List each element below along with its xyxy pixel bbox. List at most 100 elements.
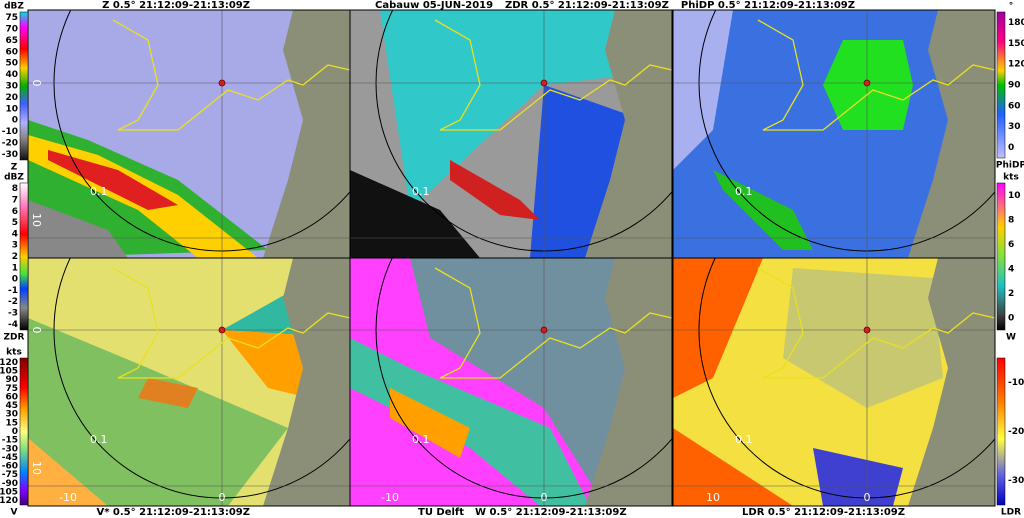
echo-region: [28, 200, 128, 258]
radar-site: [218, 79, 226, 87]
echo-region: [783, 268, 943, 408]
credit: TU Delft: [418, 507, 464, 518]
map-terrain: [585, 10, 672, 258]
echo-region: [410, 258, 672, 498]
colorbar-tick-label: 60: [5, 392, 18, 402]
colorbar-tick-label: 8: [12, 184, 18, 194]
echo-region: [380, 10, 672, 210]
colorbar-tick-label: 65: [5, 36, 18, 46]
echo-region: [673, 10, 733, 170]
colorbar-tick-label: -3: [8, 309, 18, 319]
colorbar-tick-label: 180: [1008, 18, 1024, 28]
colorbar-tick-label: -105: [0, 488, 18, 498]
radar-site: [218, 326, 226, 334]
colorbar: [19, 182, 29, 331]
colorbar-tick-label: 1: [12, 263, 18, 273]
colorbar-tick-label: -30: [2, 444, 18, 454]
colorbar-tick-label: 30: [5, 82, 18, 92]
colorbar-tick-label: 120: [1008, 60, 1024, 70]
map-terrain: [263, 10, 350, 258]
colorbar-tick-label: -10: [2, 127, 18, 137]
ring-label: 0.1: [412, 185, 430, 198]
radar-panel: 0.1 -10 0: [350, 258, 672, 506]
colorbar-label: W: [1006, 333, 1016, 343]
panel-title: PhiDP 0.5° 21:12:09-21:13:09Z: [681, 0, 855, 11]
colorbar-tick-label: -75: [2, 470, 18, 480]
province-border: [757, 267, 995, 379]
colorbar-tick-label: 150: [1008, 39, 1024, 49]
colorbar-unit: dBZ: [4, 173, 24, 183]
colorbar-unit: kts: [6, 348, 22, 358]
colorbar-tick-label: 10: [5, 104, 18, 114]
colorbar-tick-label: -30: [2, 150, 18, 160]
radar-panel: 0.1: [673, 10, 995, 258]
map-terrain: [263, 258, 350, 506]
echo-region: [390, 388, 470, 458]
site-title: Cabauw 05-JUN-2019: [375, 0, 493, 11]
map-terrain: [585, 258, 672, 506]
colorbar-tick-label: -90: [2, 479, 18, 489]
echo-region: [138, 378, 198, 408]
colorbar-tick-label: 60: [5, 47, 18, 57]
panel-frame: [672, 257, 996, 507]
colorbar-tick-label: 5: [12, 218, 18, 228]
colorbar-tick-label: -60: [2, 462, 18, 472]
echo-region: [28, 318, 288, 506]
province-border: [112, 267, 350, 379]
colorbar-tick-label: 105: [0, 366, 18, 376]
colorbar-tick-label: 8: [1008, 215, 1014, 225]
colorbar-tick-label: -20: [1008, 427, 1024, 437]
echo-region: [28, 438, 108, 506]
colorbar-tick-label: 0: [12, 275, 18, 285]
colorbar-tick-label: -10: [1008, 378, 1024, 388]
colorbar: [996, 357, 1006, 506]
colorbar-label: PhiDP: [996, 161, 1024, 171]
echo-region: [673, 258, 763, 398]
colorbar-tick-label: 7: [12, 195, 18, 205]
colorbar-tick-label: 70: [5, 25, 18, 35]
colorbar-tick-label: 20: [5, 93, 18, 103]
axis-label: 10: [706, 491, 720, 504]
echo-region: [813, 448, 903, 506]
province-border: [757, 19, 995, 131]
colorbar-unit: kts: [1003, 173, 1019, 183]
colorbar: [19, 11, 29, 161]
axis-label: -10: [381, 491, 399, 504]
axis-label: 10: [30, 461, 43, 475]
ring-label: 0.1: [735, 185, 753, 198]
panel-title: W 0.5° 21:12:09-21:13:09Z: [475, 507, 627, 518]
colorbar: [996, 182, 1006, 331]
colorbar-label: Z: [11, 163, 18, 173]
ring-label: 0.1: [735, 433, 753, 446]
colorbar-tick-label: 30: [1008, 122, 1021, 132]
panel-image: 0.1 10 0: [673, 258, 995, 506]
colorbar: [996, 11, 1006, 159]
panel-title: V* 0.5° 21:12:09-21:13:09Z: [96, 507, 250, 518]
colorbar-tick-label: 0: [1008, 313, 1014, 323]
colorbar-unit: °: [1009, 2, 1014, 12]
panel-image: 0.1: [350, 10, 672, 258]
map-terrain: [908, 258, 995, 506]
panel-image: 0.1 -10 0: [350, 258, 672, 506]
colorbar-tick-label: 4: [12, 229, 18, 239]
axis-label: 0: [30, 327, 43, 334]
panel-frame: [349, 257, 673, 507]
colorbar: [19, 357, 29, 506]
colorbar-tick-label: 0: [12, 116, 18, 126]
panel-title: LDR 0.5° 21:12:09-21:13:09Z: [742, 507, 905, 518]
colorbar-tick-label: 40: [5, 70, 18, 80]
colorbar-label: LDR: [1001, 508, 1021, 518]
colorbar-tick-label: 3: [12, 241, 18, 251]
colorbar-tick-label: 75: [5, 384, 18, 394]
colorbar-tick-label: 120: [0, 358, 18, 368]
colorbar-tick-label: -45: [2, 453, 18, 463]
colorbar-tick-label: -2: [8, 297, 18, 307]
axis-label: 0: [219, 491, 226, 504]
echo-region: [450, 160, 540, 220]
axis-label: 0: [541, 491, 548, 504]
echo-region: [350, 338, 590, 506]
colorbar-tick-label: -1: [8, 286, 18, 296]
radar-panel: 0.1: [350, 10, 672, 258]
colorbar-tick-label: 75: [5, 13, 18, 23]
